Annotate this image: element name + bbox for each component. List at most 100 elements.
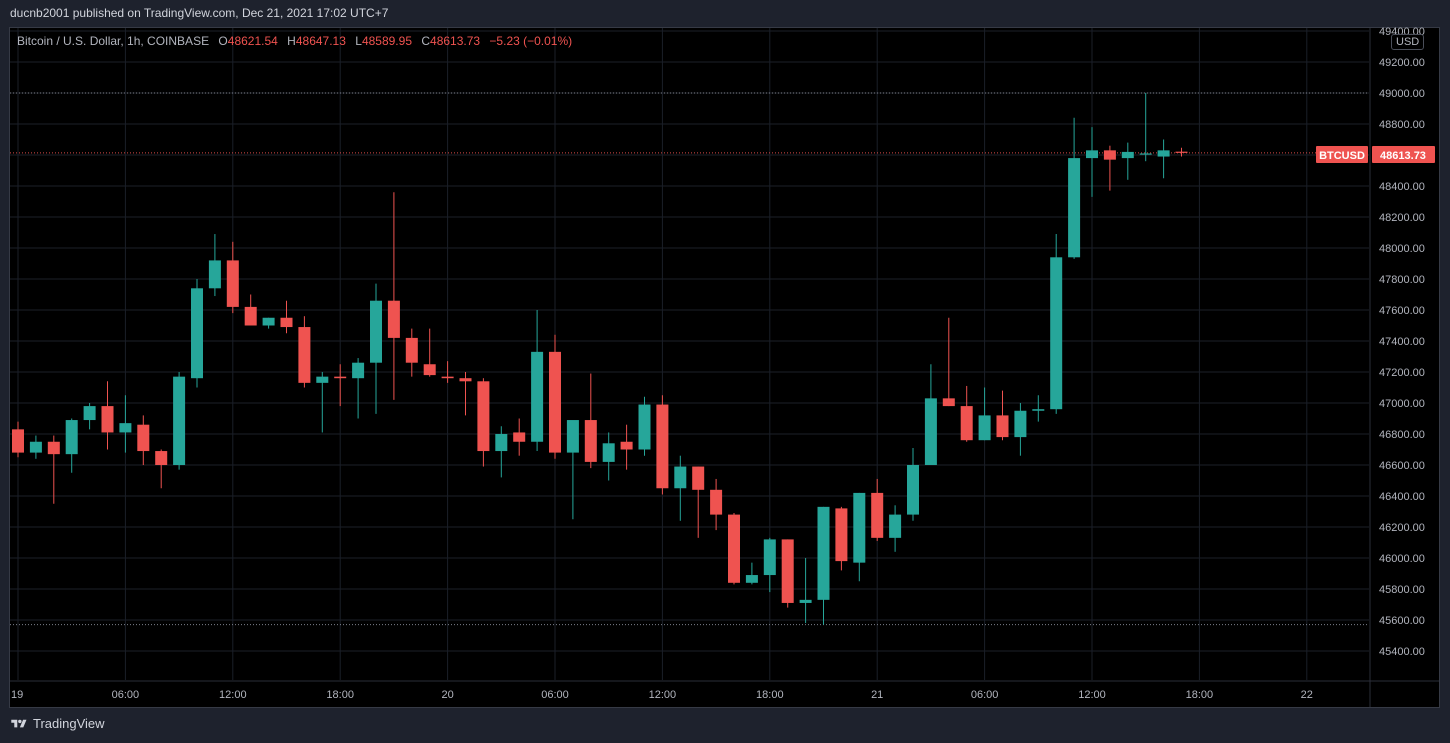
candle-body bbox=[817, 506, 830, 600]
candle bbox=[549, 334, 561, 459]
y-tick-label: 49200.00 bbox=[1379, 57, 1425, 69]
candle bbox=[262, 317, 275, 329]
candle-body bbox=[208, 260, 221, 289]
low-label: L bbox=[355, 34, 362, 48]
candle bbox=[1014, 403, 1027, 456]
ohlc-legend: Bitcoin / U.S. Dollar, 1h, COINBASE O486… bbox=[17, 34, 572, 48]
candle-body bbox=[459, 378, 472, 382]
change-value: −5.23 (−0.01%) bbox=[489, 34, 573, 48]
x-tick-label: 18:00 bbox=[756, 689, 784, 701]
candle bbox=[1103, 145, 1116, 191]
candle bbox=[1121, 142, 1134, 180]
candle-body bbox=[566, 420, 579, 453]
candle bbox=[477, 378, 490, 467]
symbol-title: Bitcoin / U.S. Dollar, 1h, COINBASE bbox=[17, 34, 210, 48]
candle-series bbox=[12, 93, 1188, 625]
y-tick-label: 48800.00 bbox=[1379, 119, 1425, 131]
candle bbox=[584, 373, 597, 469]
candle-body bbox=[638, 404, 651, 450]
y-tick-label: 47200.00 bbox=[1379, 367, 1425, 379]
y-tick-label: 46600.00 bbox=[1379, 460, 1425, 472]
candle-body bbox=[584, 420, 597, 462]
candle bbox=[978, 387, 991, 441]
candle bbox=[1068, 117, 1081, 259]
candle-body bbox=[763, 539, 776, 576]
candle bbox=[763, 537, 776, 593]
chart-pane[interactable] bbox=[9, 27, 1440, 708]
x-tick-label: 22 bbox=[1301, 689, 1313, 701]
candle bbox=[620, 424, 633, 470]
candle bbox=[531, 310, 544, 452]
candle bbox=[996, 390, 1009, 441]
candle-body bbox=[119, 423, 132, 433]
candle bbox=[728, 513, 740, 585]
y-tick-label: 47800.00 bbox=[1379, 274, 1425, 286]
candle-body bbox=[29, 441, 42, 453]
candle-body bbox=[996, 415, 1009, 438]
candle-body bbox=[334, 376, 347, 379]
grid-lines bbox=[10, 28, 1369, 680]
candle bbox=[1086, 127, 1098, 197]
candle bbox=[119, 395, 132, 453]
tradingview-brand: TradingView bbox=[33, 716, 105, 731]
candle bbox=[907, 447, 919, 521]
candle bbox=[674, 455, 687, 521]
candle bbox=[83, 403, 96, 430]
tradingview-logo[interactable]: TradingView bbox=[10, 716, 105, 731]
candle-body bbox=[370, 300, 382, 363]
candle bbox=[226, 241, 239, 314]
candle-body bbox=[674, 466, 687, 489]
candle-body bbox=[549, 351, 561, 453]
candle-body bbox=[1086, 150, 1098, 159]
candle bbox=[316, 372, 329, 433]
candle-body bbox=[65, 420, 78, 455]
candle-body bbox=[155, 451, 168, 465]
candle bbox=[370, 283, 382, 414]
candle-body bbox=[853, 492, 866, 563]
currency-button[interactable]: USD bbox=[1391, 34, 1425, 50]
y-tick-label: 47600.00 bbox=[1379, 305, 1425, 317]
candle bbox=[566, 420, 579, 520]
candle-body bbox=[441, 376, 454, 379]
candle bbox=[942, 317, 955, 407]
candle bbox=[47, 435, 60, 504]
candle-body bbox=[262, 317, 275, 326]
candle-body bbox=[12, 429, 24, 453]
candle bbox=[1032, 395, 1045, 422]
candle-body bbox=[942, 398, 955, 407]
high-label: H bbox=[287, 34, 296, 48]
candle bbox=[853, 492, 866, 582]
candle-body bbox=[352, 362, 365, 379]
candle-body bbox=[1014, 410, 1027, 438]
candle-body bbox=[173, 376, 186, 465]
candle bbox=[835, 506, 848, 571]
close-value: 48613.73 bbox=[430, 34, 481, 48]
candle bbox=[387, 192, 400, 400]
candle bbox=[889, 505, 902, 552]
y-tick-label: 48200.00 bbox=[1379, 212, 1425, 224]
candle bbox=[280, 300, 293, 334]
x-tick-label: 06:00 bbox=[112, 689, 140, 701]
candle bbox=[1175, 147, 1188, 157]
candle-body bbox=[745, 575, 758, 583]
published-text: ducnb2001 published on TradingView.com, … bbox=[10, 6, 389, 20]
candle-body bbox=[1157, 150, 1170, 157]
candle-body bbox=[316, 376, 329, 383]
y-tick-label: 48400.00 bbox=[1379, 181, 1425, 193]
y-tick-label: 48000.00 bbox=[1379, 243, 1425, 255]
candle bbox=[423, 328, 436, 377]
candle-body bbox=[656, 404, 669, 489]
y-tick-label: 45800.00 bbox=[1379, 584, 1425, 596]
candle bbox=[1050, 234, 1063, 414]
candle bbox=[244, 294, 257, 326]
candle bbox=[1139, 93, 1152, 162]
candle-body bbox=[137, 424, 150, 452]
x-tick-label: 21 bbox=[871, 689, 883, 701]
x-tick-label: 06:00 bbox=[971, 689, 999, 701]
horizontal-levels bbox=[10, 92, 1369, 626]
candle bbox=[65, 418, 78, 473]
y-tick-label: 45400.00 bbox=[1379, 646, 1425, 658]
candle-body bbox=[405, 337, 418, 363]
time-axis: 19 06:00 12:00 18:00 20 06:00 12:00 18:00 21 06:0… bbox=[11, 689, 1313, 701]
